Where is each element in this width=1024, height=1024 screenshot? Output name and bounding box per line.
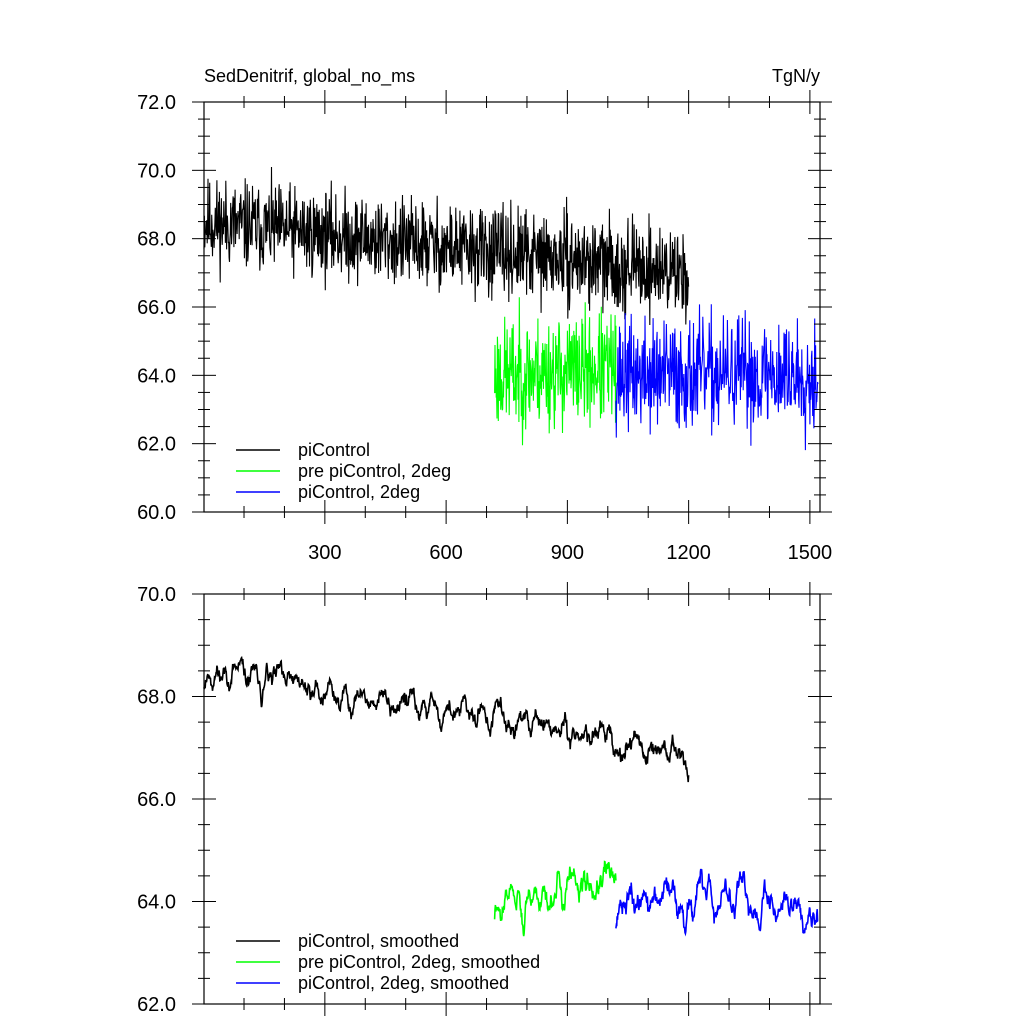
top-xtick-label-0: 300 bbox=[308, 542, 341, 564]
bottom-ytick-label-3: 68.0 bbox=[137, 687, 176, 709]
top-ytick-label-5: 70.0 bbox=[137, 160, 176, 182]
top-xtick-label-4: 1500 bbox=[788, 542, 833, 564]
bottom-series-group bbox=[203, 655, 819, 937]
top-ticks: 300 600 900 1200 1500 60.0 62.0 64.0 66.0 68.0 70.… bbox=[137, 90, 832, 564]
top-legend-label-2: piControl, 2deg bbox=[298, 482, 420, 502]
top-series-line-2 bbox=[615, 304, 819, 451]
bottom-plot-frame bbox=[203, 593, 821, 1005]
bottom-ytick-label-0: 62.0 bbox=[137, 994, 176, 1016]
top-legend-label-0: piControl bbox=[298, 440, 370, 460]
top-ytick-label-3: 66.0 bbox=[137, 297, 176, 319]
top-series-group bbox=[203, 166, 819, 451]
top-ytick-label-2: 64.0 bbox=[137, 365, 176, 387]
top-xtick-label-3: 1200 bbox=[666, 542, 711, 564]
top-xtick-label-2: 900 bbox=[551, 542, 584, 564]
bottom-legend-label-1: pre piControl, 2deg, smoothed bbox=[298, 952, 540, 972]
top-ytick-label-4: 68.0 bbox=[137, 229, 176, 251]
bottom-ytick-label-1: 64.0 bbox=[137, 892, 176, 914]
bottom-series-line-2 bbox=[615, 868, 819, 937]
bottom-legend-label-0: piControl, smoothed bbox=[298, 931, 459, 951]
top-xtick-label-1: 600 bbox=[429, 542, 462, 564]
top-series-line-0 bbox=[203, 166, 690, 326]
bottom-series-line-0 bbox=[203, 655, 690, 783]
chart-title: SedDenitrif, global_no_ms bbox=[204, 66, 415, 87]
top-ytick-label-0: 60.0 bbox=[137, 502, 176, 524]
bottom-ytick-label-4: 70.0 bbox=[137, 584, 176, 606]
top-panel: 300 600 900 1200 1500 60.0 62.0 64.0 66.0 68.0 70.… bbox=[137, 90, 832, 564]
bottom-legend-label-2: piControl, 2deg, smoothed bbox=[298, 973, 509, 993]
top-plot-frame bbox=[203, 101, 821, 513]
bottom-panel: 62.0 64.0 66.0 68.0 70.0 piControl, smoothed… bbox=[137, 582, 832, 1016]
bottom-ytick-label-2: 66.0 bbox=[137, 789, 176, 811]
bottom-series-line-1 bbox=[493, 860, 617, 937]
top-ytick-label-6: 72.0 bbox=[137, 92, 176, 114]
top-series-line-1 bbox=[494, 297, 617, 446]
top-legend-label-1: pre piControl, 2deg bbox=[298, 461, 451, 481]
bottom-ticks: 62.0 64.0 66.0 68.0 70.0 bbox=[137, 582, 832, 1016]
top-ytick-label-1: 62.0 bbox=[137, 434, 176, 456]
units-label: TgN/y bbox=[772, 66, 820, 86]
